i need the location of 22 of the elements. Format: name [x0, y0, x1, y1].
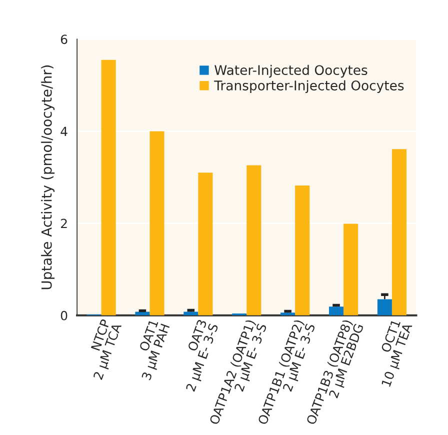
bar	[344, 224, 358, 316]
bar	[280, 312, 296, 316]
x-tick-label: OAT3 2 μM E- 3-S	[186, 319, 221, 393]
legend-label: Water-Injected Oocytes	[214, 64, 368, 78]
y-tick-label: 0	[60, 310, 68, 320]
x-tick-label: OAT1 3 μM PAH	[138, 319, 172, 382]
bar	[392, 149, 406, 316]
bar	[150, 131, 164, 316]
x-tick-label: OCT1 10 μM TEA	[380, 319, 415, 388]
y-tick-label: 6	[60, 34, 68, 44]
y-axis-title: Uptake Activity (pmol/oocyte/hr)	[41, 65, 55, 290]
x-tick-label: NTCP 2 μM TCA	[90, 318, 124, 381]
bar	[246, 165, 262, 316]
bar	[295, 186, 310, 316]
bar	[184, 312, 198, 316]
y-tick-label: 4	[60, 126, 68, 136]
bar	[328, 306, 344, 316]
bar	[377, 299, 392, 316]
y-tick-label: 2	[60, 218, 67, 228]
legend-label: Transporter-Injected Oocytes	[214, 80, 404, 94]
bar	[101, 60, 116, 316]
bar	[198, 172, 213, 316]
